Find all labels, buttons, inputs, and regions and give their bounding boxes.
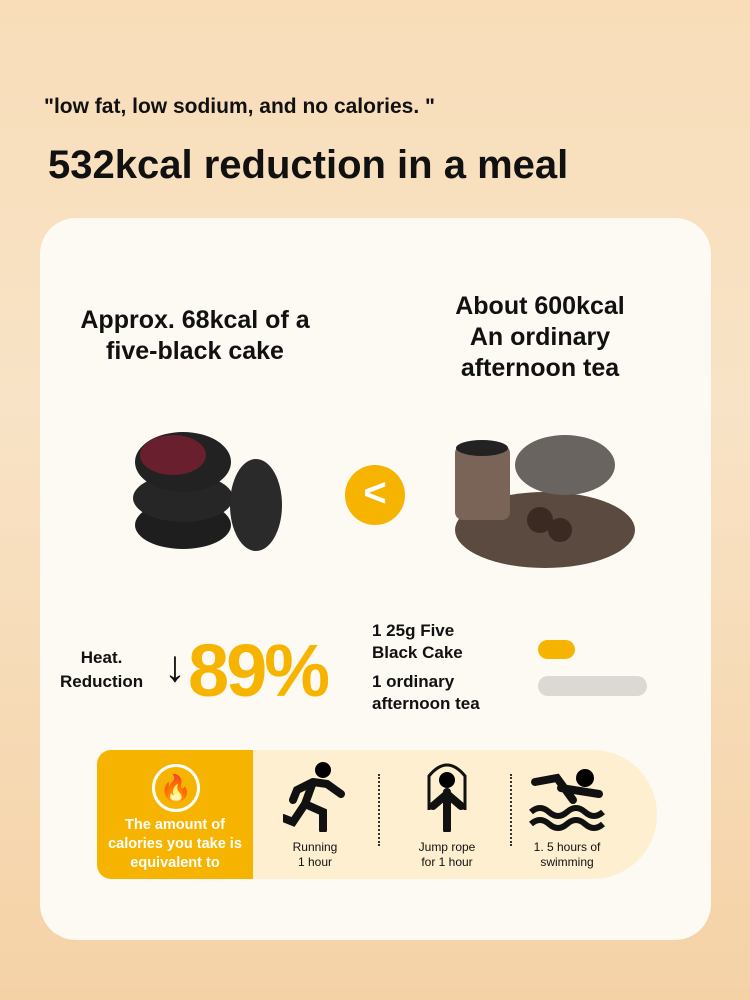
activity-line: swimming [540,855,594,869]
page-title: 532kcal reduction in a meal [48,143,569,187]
bar-label-tea: 1 ordinary afternoon tea [372,671,480,715]
quote-text: "low fat, low sodium, and no calories. " [44,95,435,118]
bar-label-cake: 1 25g Five Black Cake [372,620,463,664]
divider [510,774,512,846]
equivalent-label-box: 🔥 The amount of calories you take is equ… [97,750,253,879]
divider [378,774,380,846]
equivalent-band: 🔥 The amount of calories you take is equ… [97,750,657,879]
bar-label-line: 1 ordinary [372,672,455,691]
activity-line: 1. 5 hours of [533,840,601,854]
bar-label-line: Black Cake [372,643,463,662]
tea-kcal: About 600kcal [455,292,625,320]
fire-icon: 🔥 [152,764,200,812]
down-arrow-icon: ↓ [164,642,186,691]
tea-label: About 600kcal An ordinary afternoon tea [425,291,655,384]
swimming-icon [529,769,605,831]
equivalent-text: The amount of calories you take is equiv… [108,817,242,871]
jump-rope-icon [427,763,467,832]
tea-name: An ordinary afternoon tea [460,323,620,382]
running-icon [283,762,345,832]
heat-label: Heat. [80,648,123,667]
afternoon-tea-image [455,435,635,568]
heat-reduction-label: Heat. Reduction [60,646,143,694]
reduction-percent: 89% [188,629,330,712]
bar-label-line: 1 25g Five [372,621,455,640]
activity-swimming: 1. 5 hours of swimming [507,760,627,870]
activity-running: Running 1 hour [255,760,375,870]
bar-tea [538,676,647,696]
activity-line: Running [292,840,338,854]
activity-line: for 1 hour [421,855,473,869]
black-cake-image [133,432,282,551]
bar-cake [538,640,575,659]
bar-label-line: afternoon tea [372,694,480,713]
activity-line: Jump rope [418,840,476,854]
less-than-badge: < [345,465,405,525]
reduction-label: Reduction [60,672,144,691]
activity-line: 1 hour [297,855,333,869]
activity-jump-rope: Jump rope for 1 hour [387,760,507,870]
cake-label: Approx. 68kcal of a five-black cake [80,306,310,365]
